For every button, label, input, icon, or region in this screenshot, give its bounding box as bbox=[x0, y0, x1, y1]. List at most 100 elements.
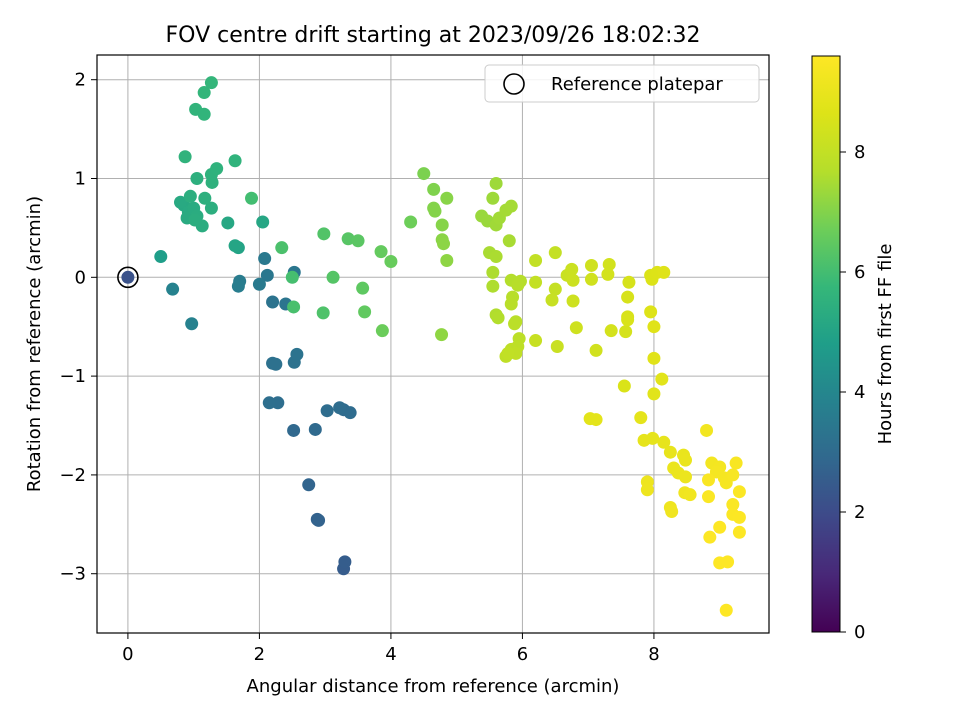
data-point bbox=[640, 483, 654, 497]
data-point bbox=[504, 297, 518, 311]
data-point bbox=[566, 273, 580, 287]
data-point bbox=[326, 270, 340, 284]
y-tick-label: −2 bbox=[59, 465, 86, 486]
data-point bbox=[343, 406, 357, 420]
colorbar: 0 2 4 6 8 Hours from first FF file bbox=[811, 55, 896, 643]
data-point bbox=[435, 218, 449, 232]
data-point bbox=[719, 603, 733, 617]
data-point bbox=[486, 265, 500, 279]
y-tick-label: −1 bbox=[59, 366, 86, 387]
data-point bbox=[245, 191, 259, 205]
data-point bbox=[589, 343, 603, 357]
data-point bbox=[290, 347, 304, 361]
data-point bbox=[529, 254, 543, 268]
data-point bbox=[341, 232, 355, 246]
data-point bbox=[190, 172, 204, 186]
data-point bbox=[713, 520, 727, 534]
data-point bbox=[358, 305, 372, 319]
data-point bbox=[584, 272, 598, 286]
data-point bbox=[700, 423, 714, 437]
data-point bbox=[316, 306, 330, 320]
data-point bbox=[548, 282, 562, 296]
colorbar-tick-label: 8 bbox=[854, 142, 865, 163]
data-point bbox=[647, 351, 661, 365]
data-point bbox=[197, 86, 211, 100]
data-point bbox=[569, 321, 583, 335]
data-point bbox=[647, 320, 661, 334]
x-axis-ticks: 0 2 4 6 8 bbox=[122, 633, 660, 665]
data-point bbox=[260, 268, 274, 282]
data-point bbox=[657, 265, 671, 279]
data-point bbox=[435, 328, 449, 342]
data-point bbox=[228, 239, 242, 253]
x-tick-label: 8 bbox=[648, 644, 659, 665]
scatter-points bbox=[117, 76, 746, 617]
x-tick-label: 6 bbox=[517, 644, 528, 665]
data-point bbox=[287, 423, 301, 437]
data-point bbox=[404, 215, 418, 229]
data-point bbox=[375, 324, 389, 338]
data-point bbox=[428, 204, 442, 218]
plot-area-frame bbox=[96, 54, 770, 634]
data-point bbox=[262, 396, 276, 410]
data-point bbox=[657, 435, 671, 449]
data-point bbox=[489, 250, 503, 264]
y-tick-label: −3 bbox=[59, 564, 86, 585]
data-point bbox=[183, 189, 197, 203]
legend-marker-open-circle-icon bbox=[503, 73, 525, 95]
data-point bbox=[266, 295, 280, 309]
data-point bbox=[252, 277, 266, 291]
data-point bbox=[121, 270, 135, 284]
data-point bbox=[384, 254, 398, 268]
data-point bbox=[269, 357, 283, 371]
data-point bbox=[312, 513, 326, 527]
data-point bbox=[646, 431, 660, 445]
data-point bbox=[550, 339, 564, 353]
y-tick-label: 2 bbox=[75, 70, 86, 91]
data-point bbox=[647, 387, 661, 401]
data-point bbox=[178, 150, 192, 164]
data-point bbox=[317, 227, 331, 241]
y-axis-label: Rotation from reference (arcmin) bbox=[24, 196, 45, 492]
legend[interactable]: Reference platepar bbox=[484, 64, 760, 103]
data-point bbox=[622, 275, 636, 289]
data-point bbox=[678, 453, 692, 467]
y-axis-ticks: −3 −2 −1 0 1 2 bbox=[59, 70, 97, 585]
chart-title: FOV centre drift starting at 2023/09/26 … bbox=[166, 23, 701, 48]
data-point bbox=[204, 201, 218, 215]
data-point bbox=[621, 313, 635, 327]
data-point bbox=[338, 555, 352, 569]
data-point bbox=[437, 237, 451, 251]
data-point bbox=[275, 241, 289, 255]
data-point bbox=[356, 281, 370, 295]
data-point bbox=[683, 488, 697, 502]
colorbar-tick-label: 6 bbox=[854, 262, 865, 283]
data-point bbox=[228, 154, 242, 168]
data-point bbox=[655, 372, 669, 386]
y-tick-label: 1 bbox=[75, 169, 86, 190]
data-point bbox=[198, 191, 212, 205]
data-point bbox=[665, 504, 679, 518]
data-point bbox=[548, 246, 562, 260]
data-point bbox=[166, 282, 180, 296]
data-point bbox=[726, 468, 740, 482]
legend-box bbox=[484, 64, 760, 103]
data-point bbox=[729, 456, 743, 470]
x-tick-label: 4 bbox=[385, 644, 396, 665]
data-point bbox=[231, 279, 245, 293]
data-point bbox=[308, 422, 322, 436]
data-point bbox=[721, 555, 735, 569]
data-point bbox=[617, 379, 631, 393]
data-point bbox=[417, 167, 431, 181]
data-point bbox=[619, 325, 633, 339]
data-point bbox=[204, 76, 218, 90]
data-point bbox=[486, 279, 500, 293]
x-tick-label: 0 bbox=[122, 644, 133, 665]
data-point bbox=[589, 413, 603, 427]
data-point bbox=[702, 473, 716, 487]
data-point bbox=[703, 530, 717, 544]
data-point bbox=[663, 445, 677, 459]
reference-platepar-marker bbox=[117, 266, 139, 289]
data-point bbox=[634, 411, 648, 425]
